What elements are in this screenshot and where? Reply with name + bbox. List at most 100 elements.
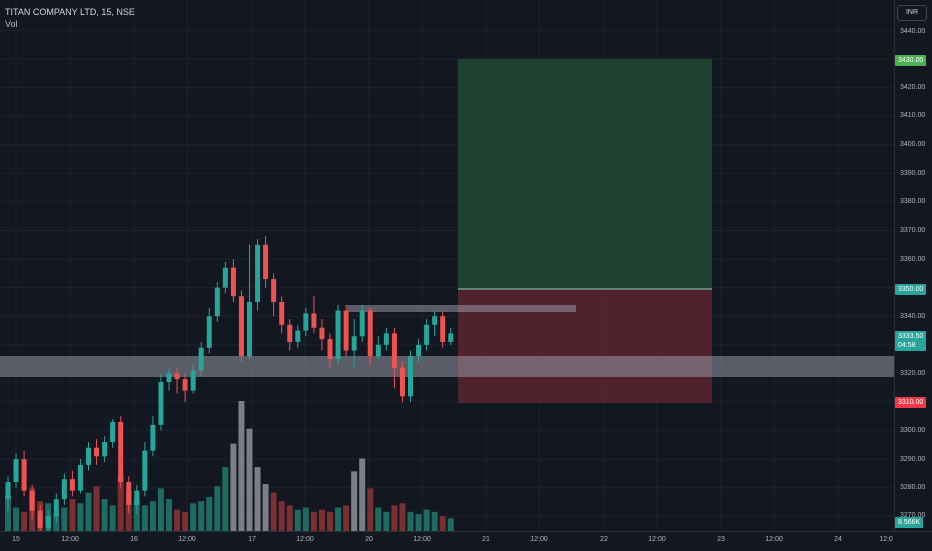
- price-label: 3440.00: [900, 28, 926, 35]
- candle-body: [118, 422, 124, 483]
- volume-bar: [238, 401, 245, 531]
- candle-body: [351, 336, 357, 351]
- candle-body: [53, 499, 59, 517]
- volume-bar: [133, 499, 140, 531]
- candle-body: [327, 339, 333, 360]
- volume-bar: [214, 486, 221, 531]
- candle-body: [198, 347, 204, 371]
- candle-body: [375, 344, 381, 357]
- candle-body: [206, 316, 212, 348]
- candle-body: [303, 313, 309, 331]
- time-label: 12:00: [530, 536, 548, 543]
- candle-body: [21, 459, 27, 491]
- volume-bar: [149, 501, 156, 531]
- volume-bar: [21, 511, 28, 531]
- candle-body: [13, 459, 19, 483]
- candle-body: [391, 333, 397, 368]
- volume-bar: [367, 488, 374, 531]
- volume-bar: [61, 507, 68, 531]
- candle-body: [94, 447, 100, 457]
- price-label: 3410.00: [900, 112, 926, 119]
- volume-bar: [335, 507, 342, 531]
- candle-body: [319, 327, 325, 340]
- volume-bars: [5, 401, 454, 531]
- volume-bar: [198, 501, 205, 531]
- volume-tag: 8.566K: [895, 517, 924, 528]
- price-label: 3370.00: [900, 227, 926, 234]
- price-label: 3290.00: [900, 456, 926, 463]
- volume-bar: [431, 511, 438, 531]
- candle-body: [69, 479, 75, 491]
- volume-bar: [206, 496, 213, 531]
- candle-body: [432, 316, 438, 325]
- volume-bar: [222, 467, 229, 531]
- volume-bar: [109, 505, 116, 531]
- volume-bar: [278, 501, 285, 531]
- candle-body: [448, 333, 454, 342]
- volume-bar: [327, 511, 333, 531]
- volume-bar: [447, 518, 454, 531]
- volume-bar: [383, 511, 390, 531]
- candlestick-series: [5, 236, 454, 531]
- volume-bar: [5, 494, 11, 531]
- volume-bar: [53, 513, 60, 531]
- chart-legend: TITAN COMPANY LTD, 15, NSE Vol: [5, 6, 135, 30]
- price-label: 3360.00: [900, 256, 926, 263]
- volume-bar: [407, 511, 414, 531]
- support-zone[interactable]: [0, 356, 894, 377]
- price-axis[interactable]: [894, 0, 932, 531]
- candle-body: [247, 301, 252, 357]
- candle-body: [359, 310, 365, 337]
- volume-bar: [101, 499, 108, 531]
- volume-bar: [415, 513, 422, 531]
- price-chart[interactable]: [0, 0, 894, 531]
- candle-body: [182, 379, 188, 391]
- time-label: 12:00: [413, 536, 431, 543]
- time-label: 17: [248, 536, 256, 543]
- candle-body: [190, 370, 196, 391]
- candle-body: [408, 356, 413, 397]
- profit-zone[interactable]: [458, 59, 712, 289]
- candle-body: [29, 490, 35, 511]
- volume-bar: [141, 505, 148, 531]
- time-label: 12:00: [765, 536, 783, 543]
- time-label: 21: [482, 536, 490, 543]
- candle-body: [367, 310, 373, 357]
- candle-body: [383, 333, 389, 345]
- volume-bar: [13, 507, 20, 531]
- volume-bar: [69, 499, 76, 531]
- candle-body: [311, 313, 317, 328]
- candle-body: [416, 344, 422, 357]
- candle-body: [5, 482, 11, 500]
- time-label: 15: [12, 536, 20, 543]
- candle-body: [230, 267, 236, 297]
- volume-bar: [190, 503, 197, 531]
- volume-bar: [157, 488, 164, 531]
- price-label: 3300.00: [900, 427, 926, 434]
- volume-bar: [351, 471, 358, 531]
- price-label: 3380.00: [900, 198, 926, 205]
- volume-bar: [262, 484, 269, 531]
- candle-body: [166, 373, 172, 382]
- candle-body: [37, 510, 43, 528]
- price-label: 3420.00: [900, 84, 926, 91]
- time-label: 22: [600, 536, 608, 543]
- candle-body: [61, 479, 67, 500]
- price-label: 3270.00: [900, 512, 926, 519]
- volume-bar: [439, 516, 446, 531]
- candle-body: [174, 373, 180, 380]
- time-axis[interactable]: [0, 531, 932, 551]
- volume-legend: Vol: [5, 19, 18, 29]
- volume-bar: [302, 507, 309, 531]
- candle-body: [110, 422, 116, 443]
- resistance-zone[interactable]: [347, 305, 576, 312]
- volume-bar: [270, 492, 277, 531]
- volume-bar: [174, 509, 181, 531]
- volume-bar: [246, 428, 253, 531]
- volume-bar: [359, 458, 366, 531]
- candle-body: [45, 516, 51, 528]
- candle-body: [126, 482, 132, 505]
- currency-button[interactable]: INR: [897, 5, 927, 21]
- price-label: 3400.00: [900, 141, 926, 148]
- volume-bar: [310, 511, 317, 531]
